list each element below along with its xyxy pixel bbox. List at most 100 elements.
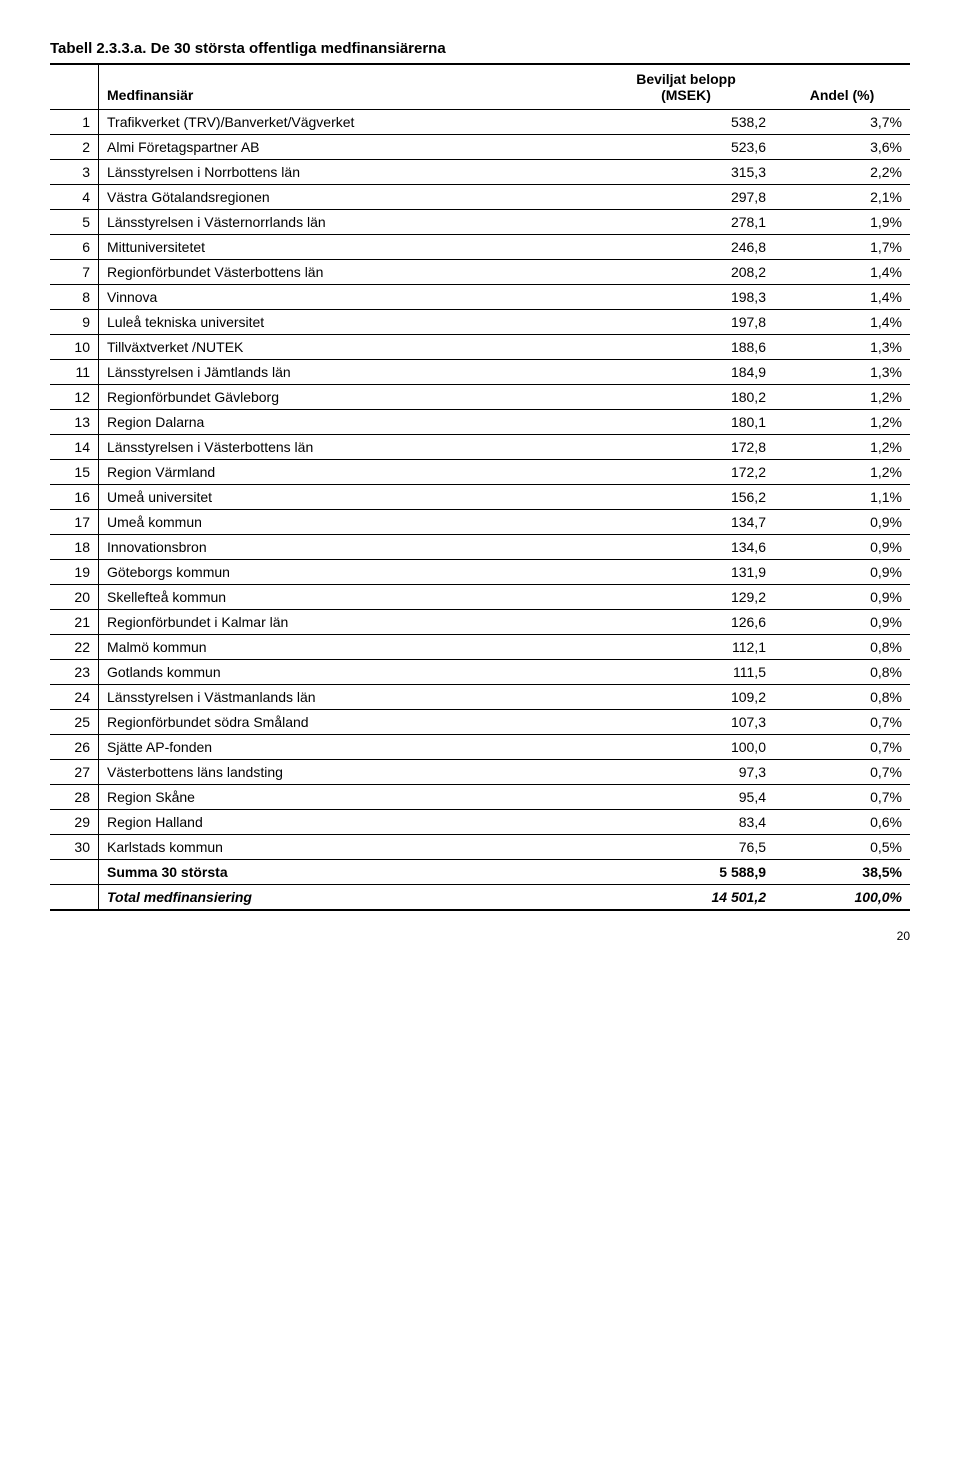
- row-value: 134,7: [598, 510, 774, 535]
- table-row: 12Regionförbundet Gävleborg180,21,2%: [50, 385, 910, 410]
- row-index: 23: [50, 660, 99, 685]
- row-value: 126,6: [598, 610, 774, 635]
- row-value: 95,4: [598, 785, 774, 810]
- row-financier: Vinnova: [99, 285, 599, 310]
- row-value: 112,1: [598, 635, 774, 660]
- row-index: 9: [50, 310, 99, 335]
- row-share: 1,4%: [774, 285, 910, 310]
- table-row: 14Länsstyrelsen i Västerbottens län172,8…: [50, 435, 910, 460]
- total-share: 100,0%: [774, 885, 910, 911]
- summary-index: [50, 860, 99, 885]
- row-financier: Västerbottens läns landsting: [99, 760, 599, 785]
- row-index: 2: [50, 135, 99, 160]
- row-value: 180,1: [598, 410, 774, 435]
- table-row: 26Sjätte AP-fonden100,00,7%: [50, 735, 910, 760]
- row-financier: Almi Företagspartner AB: [99, 135, 599, 160]
- row-financier: Region Värmland: [99, 460, 599, 485]
- table-row: 15Region Värmland172,21,2%: [50, 460, 910, 485]
- row-share: 3,6%: [774, 135, 910, 160]
- row-index: 30: [50, 835, 99, 860]
- table-row: 9Luleå tekniska universitet197,81,4%: [50, 310, 910, 335]
- row-financier: Gotlands kommun: [99, 660, 599, 685]
- row-share: 0,9%: [774, 510, 910, 535]
- row-share: 1,4%: [774, 260, 910, 285]
- row-value: 76,5: [598, 835, 774, 860]
- row-share: 1,2%: [774, 435, 910, 460]
- table-row: 2Almi Företagspartner AB523,63,6%: [50, 135, 910, 160]
- row-financier: Region Dalarna: [99, 410, 599, 435]
- row-index: 16: [50, 485, 99, 510]
- row-index: 27: [50, 760, 99, 785]
- row-financier: Sjätte AP-fonden: [99, 735, 599, 760]
- row-value: 180,2: [598, 385, 774, 410]
- row-index: 26: [50, 735, 99, 760]
- row-value: 134,6: [598, 535, 774, 560]
- row-share: 0,9%: [774, 585, 910, 610]
- table-row: 24Länsstyrelsen i Västmanlands län109,20…: [50, 685, 910, 710]
- table-row: 20Skellefteå kommun129,20,9%: [50, 585, 910, 610]
- header-value-line1: Beviljat belopp: [636, 71, 736, 87]
- row-financier: Trafikverket (TRV)/Banverket/Vägverket: [99, 110, 599, 135]
- row-value: 188,6: [598, 335, 774, 360]
- summary-label: Summa 30 största: [99, 860, 599, 885]
- row-share: 3,7%: [774, 110, 910, 135]
- table-row: 8Vinnova198,31,4%: [50, 285, 910, 310]
- row-index: 4: [50, 185, 99, 210]
- table-row: 22Malmö kommun112,10,8%: [50, 635, 910, 660]
- row-financier: Länsstyrelsen i Jämtlands län: [99, 360, 599, 385]
- row-index: 8: [50, 285, 99, 310]
- row-index: 3: [50, 160, 99, 185]
- row-index: 5: [50, 210, 99, 235]
- row-index: 20: [50, 585, 99, 610]
- table-row: 13Region Dalarna180,11,2%: [50, 410, 910, 435]
- row-index: 17: [50, 510, 99, 535]
- row-index: 11: [50, 360, 99, 385]
- row-share: 2,2%: [774, 160, 910, 185]
- row-financier: Umeå universitet: [99, 485, 599, 510]
- row-share: 1,2%: [774, 460, 910, 485]
- row-value: 278,1: [598, 210, 774, 235]
- row-value: 315,3: [598, 160, 774, 185]
- row-share: 2,1%: [774, 185, 910, 210]
- row-index: 14: [50, 435, 99, 460]
- row-value: 156,2: [598, 485, 774, 510]
- row-financier: Länsstyrelsen i Västerbottens län: [99, 435, 599, 460]
- table-row: 21Regionförbundet i Kalmar län126,60,9%: [50, 610, 910, 635]
- row-share: 0,9%: [774, 610, 910, 635]
- row-financier: Luleå tekniska universitet: [99, 310, 599, 335]
- total-index: [50, 885, 99, 911]
- row-share: 0,8%: [774, 635, 910, 660]
- header-index: [50, 64, 99, 110]
- summary-row: Summa 30 största5 588,938,5%: [50, 860, 910, 885]
- row-value: 131,9: [598, 560, 774, 585]
- row-value: 83,4: [598, 810, 774, 835]
- table-row: 29Region Halland83,40,6%: [50, 810, 910, 835]
- table-row: 3Länsstyrelsen i Norrbottens län315,32,2…: [50, 160, 910, 185]
- row-financier: Mittuniversitetet: [99, 235, 599, 260]
- row-value: 172,2: [598, 460, 774, 485]
- row-financier: Region Halland: [99, 810, 599, 835]
- row-value: 208,2: [598, 260, 774, 285]
- row-financier: Skellefteå kommun: [99, 585, 599, 610]
- row-financier: Länsstyrelsen i Västernorrlands län: [99, 210, 599, 235]
- row-index: 18: [50, 535, 99, 560]
- row-share: 1,4%: [774, 310, 910, 335]
- total-label: Total medfinansiering: [99, 885, 599, 911]
- table-row: 25Regionförbundet södra Småland107,30,7%: [50, 710, 910, 735]
- row-financier: Länsstyrelsen i Västmanlands län: [99, 685, 599, 710]
- table-row: 1Trafikverket (TRV)/Banverket/Vägverket5…: [50, 110, 910, 135]
- row-value: 172,8: [598, 435, 774, 460]
- table-row: 5Länsstyrelsen i Västernorrlands län278,…: [50, 210, 910, 235]
- row-share: 1,7%: [774, 235, 910, 260]
- row-value: 198,3: [598, 285, 774, 310]
- table-row: 30Karlstads kommun76,50,5%: [50, 835, 910, 860]
- row-financier: Karlstads kommun: [99, 835, 599, 860]
- row-financier: Regionförbundet södra Småland: [99, 710, 599, 735]
- row-index: 21: [50, 610, 99, 635]
- row-share: 1,2%: [774, 410, 910, 435]
- row-value: 97,3: [598, 760, 774, 785]
- row-financier: Länsstyrelsen i Norrbottens län: [99, 160, 599, 185]
- row-financier: Västra Götalandsregionen: [99, 185, 599, 210]
- header-financier: Medfinansiär: [99, 64, 599, 110]
- row-financier: Umeå kommun: [99, 510, 599, 535]
